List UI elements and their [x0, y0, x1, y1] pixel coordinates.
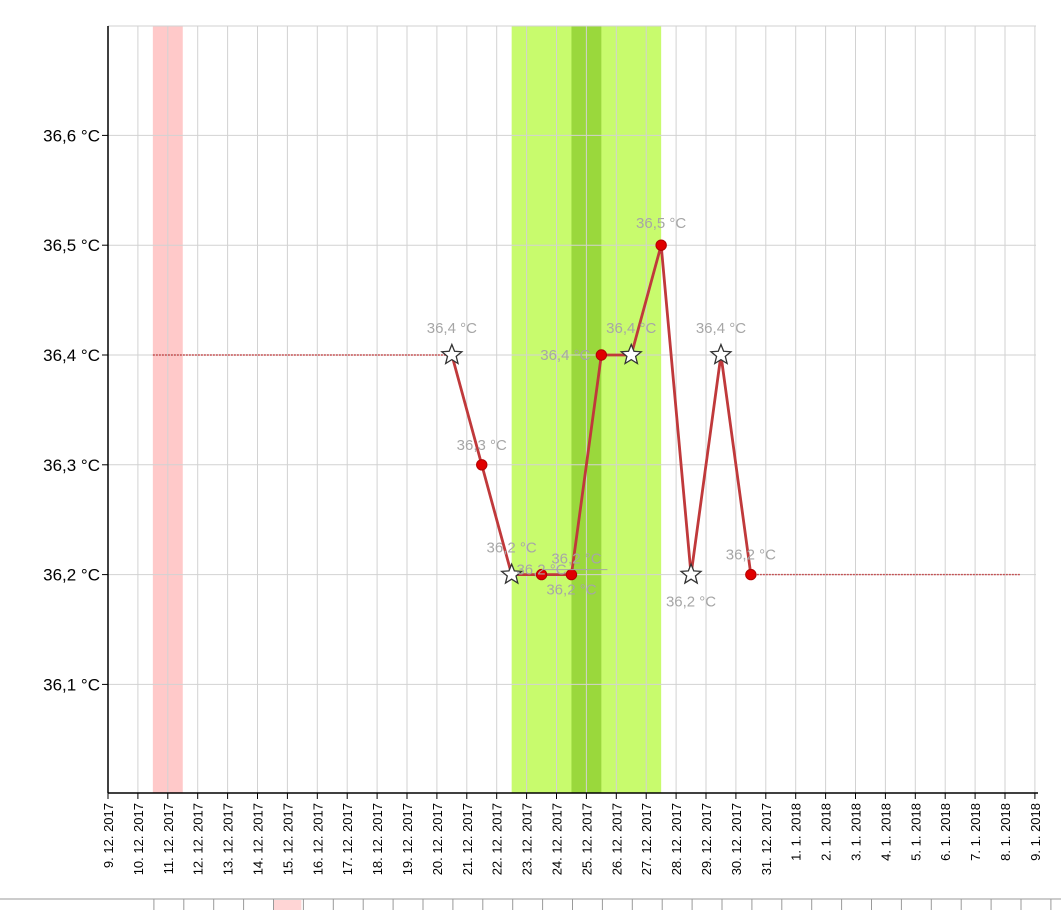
x-tick-label: 2. 1. 2018 — [819, 803, 834, 861]
data-point-dot — [595, 349, 608, 361]
x-tick-label: 5. 1. 2018 — [908, 803, 923, 861]
x-tick-label: 9. 12. 2017 — [101, 803, 116, 868]
x-tick-label: 14. 12. 2017 — [251, 803, 266, 875]
data-point-star — [709, 342, 733, 365]
bottom-strip-highlight — [273, 900, 302, 912]
x-tick-label: 15. 12. 2017 — [280, 803, 295, 875]
data-label: 36,4 °C — [606, 320, 656, 337]
data-label: 36,2 °C — [551, 551, 601, 568]
data-point-star — [499, 562, 524, 585]
x-tick-label: 23. 12. 2017 — [520, 803, 535, 875]
x-tick-label: 13. 12. 2017 — [221, 803, 236, 875]
y-tick-label: 36,2 °C — [43, 566, 100, 585]
x-tick-label: 28. 12. 2017 — [669, 803, 684, 875]
x-tick-label: 29. 12. 2017 — [699, 803, 714, 875]
data-point-dot — [745, 568, 757, 581]
x-tick-label: 11. 12. 2017 — [161, 803, 176, 874]
data-point-dot — [476, 459, 488, 471]
data-point-dot — [565, 568, 578, 581]
x-tick-label: 1. 1. 2018 — [789, 803, 804, 861]
x-tick-label: 10. 12. 2017 — [131, 803, 146, 875]
y-tick-label: 36,4 °C — [43, 346, 100, 365]
data-label: 36,4 °C — [427, 320, 477, 337]
x-tick-label: 18. 12. 2017 — [370, 803, 385, 875]
data-point-star — [440, 342, 464, 365]
data-label: 36,2 °C — [726, 547, 776, 564]
x-tick-label: 9. 1. 2018 — [1028, 803, 1043, 861]
x-tick-label: 20. 12. 2017 — [430, 803, 445, 875]
data-point-star — [619, 342, 643, 365]
data-label: 36,4 °C — [696, 320, 746, 337]
x-tick-label: 4. 1. 2018 — [878, 803, 893, 861]
data-label: 36,2 °C — [487, 540, 537, 557]
x-tick-label: 17. 12. 2017 — [340, 803, 355, 875]
x-tick-label: 6. 1. 2018 — [938, 803, 953, 861]
x-tick-label: 7. 1. 2018 — [968, 803, 983, 861]
data-label: 36,2 °C — [546, 582, 596, 599]
x-tick-label: 12. 12. 2017 — [191, 803, 206, 875]
y-tick-label: 36,5 °C — [43, 236, 100, 255]
x-tick-label: 22. 12. 2017 — [490, 803, 505, 875]
y-tick-label: 36,6 °C — [43, 126, 100, 145]
data-label: 36,2 °C — [666, 594, 716, 611]
x-tick-label: 27. 12. 2017 — [639, 803, 654, 875]
x-tick-label: 3. 1. 2018 — [849, 803, 864, 861]
x-tick-label: 26. 12. 2017 — [609, 803, 624, 875]
y-tick-label: 36,1 °C — [43, 675, 100, 694]
data-point-dot — [655, 239, 667, 251]
y-tick-label: 36,3 °C — [43, 456, 100, 475]
x-tick-label: 19. 12. 2017 — [400, 803, 415, 875]
data-label: 36,2 °C — [516, 562, 566, 579]
x-tick-label: 24. 12. 2017 — [550, 803, 565, 875]
data-label: 36,4 °C — [540, 347, 590, 364]
x-tick-label: 16. 12. 2017 — [310, 803, 325, 875]
x-tick-label: 8. 1. 2018 — [998, 803, 1013, 861]
x-tick-label: 30. 12. 2017 — [729, 803, 744, 875]
x-tick-label: 21. 12. 2017 — [460, 803, 475, 875]
data-point-dot — [535, 568, 548, 581]
data-label: 36,5 °C — [636, 215, 686, 232]
x-tick-label: 31. 12. 2017 — [759, 803, 774, 875]
x-tick-label: 25. 12. 2017 — [579, 803, 594, 875]
data-label: 36,3 °C — [457, 437, 507, 454]
data-point-star — [679, 562, 703, 585]
